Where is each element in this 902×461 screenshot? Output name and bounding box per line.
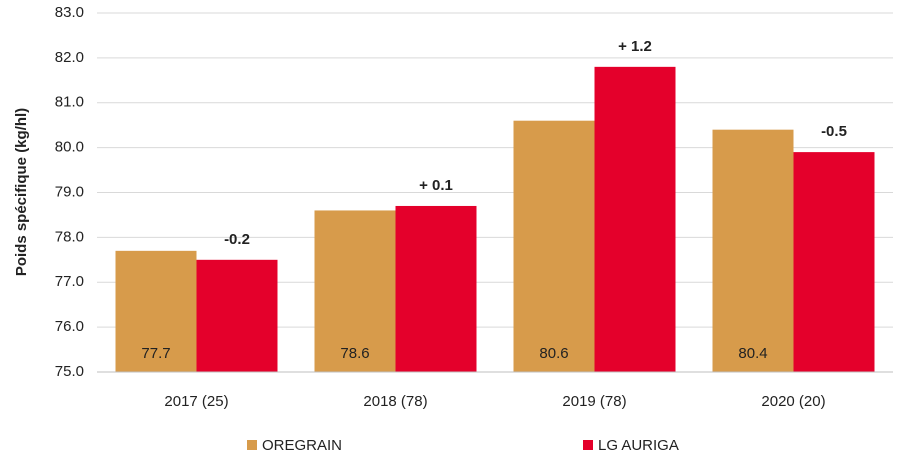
legend-label: LG AURIGA <box>598 437 679 454</box>
bar <box>712 129 794 372</box>
value-label: 77.7 <box>141 345 170 362</box>
bar <box>314 210 396 372</box>
legend-label: OREGRAIN <box>262 437 342 454</box>
y-tick-label: 76.0 <box>55 318 84 335</box>
y-tick-label: 83.0 <box>55 4 84 21</box>
y-tick-label: 82.0 <box>55 49 84 66</box>
y-axis-label: Poids spécifique (kg/hl) <box>13 108 30 276</box>
annotation: -0.2 <box>224 231 250 248</box>
y-tick-label: 78.0 <box>55 228 84 245</box>
y-tick-label: 79.0 <box>55 183 84 200</box>
legend-swatch <box>583 440 593 450</box>
y-tick-label: 77.0 <box>55 273 84 290</box>
bar <box>793 152 875 372</box>
bar <box>196 259 278 372</box>
annotation: -0.5 <box>821 123 847 140</box>
value-label: 80.6 <box>539 345 568 362</box>
bar <box>115 250 197 372</box>
annotation: + 0.1 <box>419 177 453 194</box>
value-label: 80.4 <box>738 345 767 362</box>
value-label: 78.6 <box>340 345 369 362</box>
bar <box>513 120 595 372</box>
x-tick-label: 2020 (20) <box>761 393 825 410</box>
bar <box>395 205 477 372</box>
x-tick-label: 2018 (78) <box>363 393 427 410</box>
bar <box>594 66 676 372</box>
y-tick-label: 75.0 <box>55 363 84 380</box>
x-tick-label: 2017 (25) <box>164 393 228 410</box>
y-tick-label: 80.0 <box>55 139 84 156</box>
x-tick-label: 2019 (78) <box>562 393 626 410</box>
annotation: + 1.2 <box>618 38 652 55</box>
legend-swatch <box>247 440 257 450</box>
y-tick-label: 81.0 <box>55 94 84 111</box>
